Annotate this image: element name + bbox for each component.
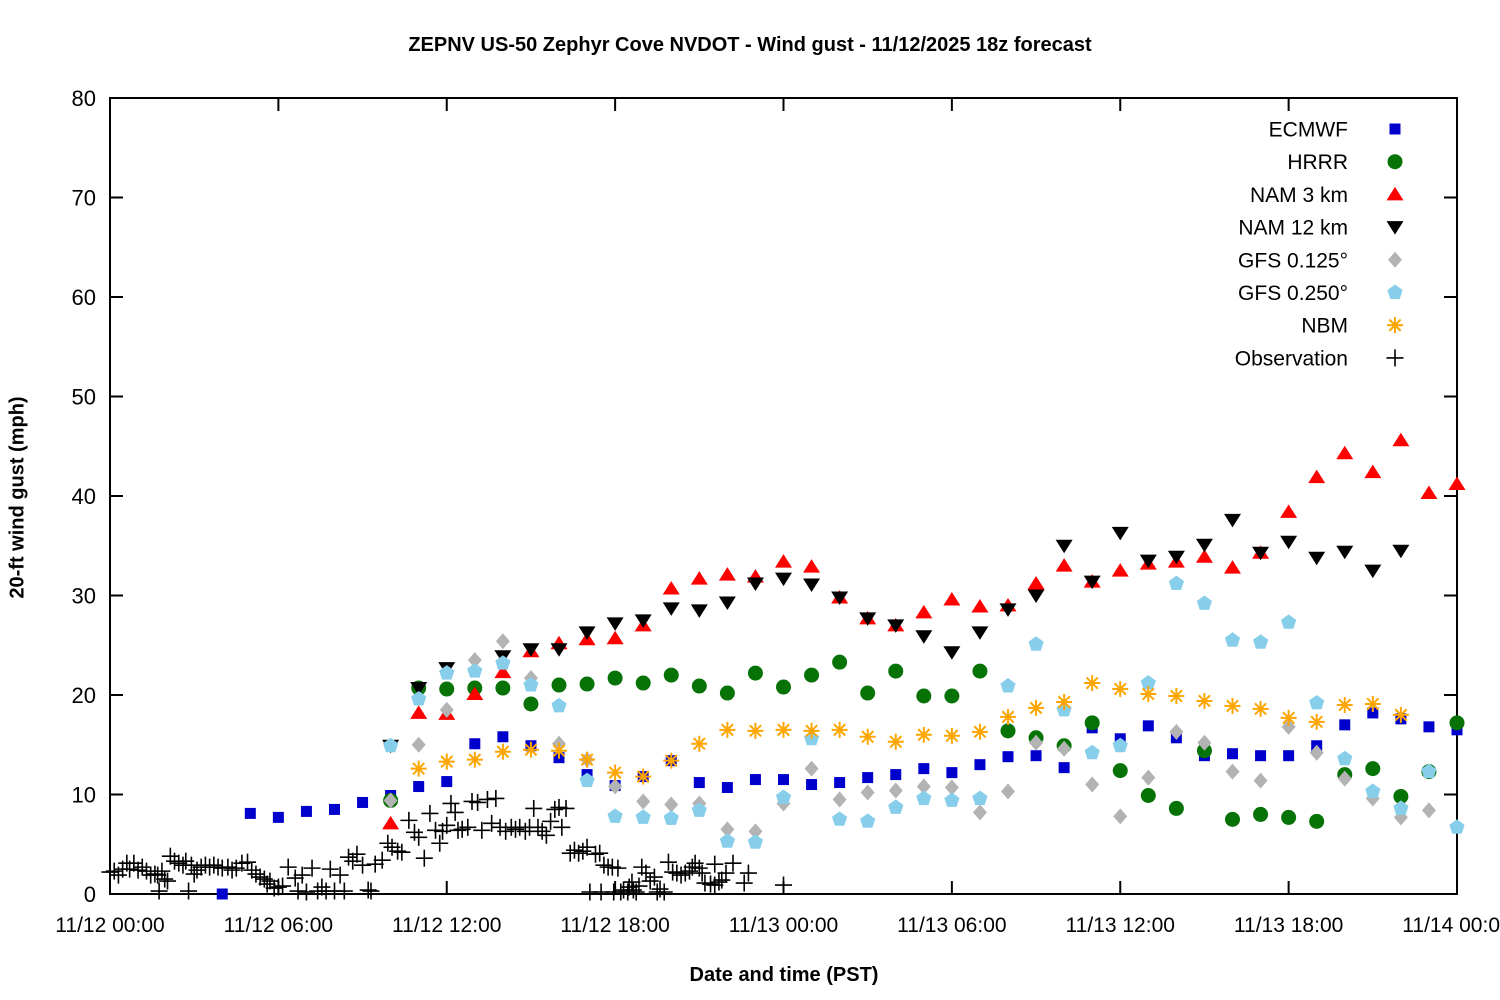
x-tick-label: 11/12 06:00: [224, 914, 333, 937]
y-tick-label: 10: [72, 783, 96, 808]
x-tick-label: 11/13 06:00: [897, 914, 1006, 937]
legend-marker-hrrr-icon: [1387, 154, 1403, 170]
x-tick-label: 11/13 18:00: [1234, 914, 1343, 937]
y-axis-label: 20-ft wind gust (mph): [6, 396, 29, 599]
y-tick-label: 60: [72, 285, 96, 310]
legend-item-ecmwf: ECMWF: [1269, 119, 1401, 142]
legend-label-nbm: NBM: [1301, 315, 1348, 338]
legend-marker-ecmwf-icon: [1389, 123, 1401, 135]
x-tick-label: 11/12 18:00: [560, 914, 669, 937]
x-tick-label: 11/12 00:00: [55, 914, 164, 937]
legend-item-nam3: NAM 3 km: [1250, 184, 1404, 207]
legend-item-gfs250: GFS 0.250°: [1238, 282, 1403, 305]
series-gfs125: [383, 633, 1436, 840]
x-tick-label: 11/13 00:00: [729, 914, 838, 937]
y-tick-label: 30: [72, 584, 96, 609]
legend-label-nam3: NAM 3 km: [1250, 184, 1348, 207]
legend-marker-nam12-icon: [1386, 221, 1404, 235]
legend: ECMWF HRRR NAM 3 km NAM 12 km GFS 0.125° GFS …: [1235, 119, 1404, 370]
series-hrrr: [383, 654, 1465, 829]
legend-marker-nam3-icon: [1386, 186, 1404, 201]
x-axis-label: Date and time (PST): [689, 964, 879, 986]
legend-item-obs: Observation: [1235, 347, 1404, 370]
legend-marker-nbm-icon: [1387, 317, 1403, 334]
legend-label-obs: Observation: [1235, 347, 1348, 370]
legend-marker-gfs250-icon: [1387, 284, 1403, 299]
legend-label-ecmwf: ECMWF: [1269, 119, 1348, 142]
y-tick-label: 0: [84, 882, 96, 907]
legend-label-hrrr: HRRR: [1287, 151, 1348, 174]
legend-label-nam12: NAM 12 km: [1238, 217, 1348, 240]
x-tick-label: 11/12 12:00: [392, 914, 501, 937]
y-tick-label: 20: [72, 683, 96, 708]
series-obs: [101, 789, 792, 901]
y-tick-label: 40: [72, 484, 96, 509]
legend-marker-obs-icon: [1386, 349, 1404, 367]
legend-item-nbm: NBM: [1301, 315, 1403, 338]
legend-label-gfs125: GFS 0.125°: [1238, 249, 1348, 272]
y-tick-label: 70: [72, 186, 96, 211]
y-tick-label: 80: [72, 86, 96, 111]
legend-item-hrrr: HRRR: [1287, 151, 1403, 174]
x-tick-label: 11/14 00:00: [1402, 914, 1500, 937]
series-nbm: [410, 675, 1409, 785]
legend-marker-gfs125-icon: [1388, 251, 1402, 268]
legend-item-gfs125: GFS 0.125°: [1238, 249, 1402, 272]
x-axis-ticks: 11/12 00:00 11/12 06:00 11/12 12:00 11/12 1…: [55, 98, 1500, 937]
chart-title: ZEPNV US-50 Zephyr Cove NVDOT - Wind gus…: [408, 34, 1092, 56]
y-axis-ticks: 0 10 20 30 40 50 60 70 80: [72, 86, 1457, 907]
legend-label-gfs250: GFS 0.250°: [1238, 282, 1348, 305]
legend-item-nam12: NAM 12 km: [1238, 217, 1404, 240]
series-gfs250: [383, 575, 1465, 849]
y-tick-label: 50: [72, 385, 96, 410]
x-tick-label: 11/13 12:00: [1066, 914, 1175, 937]
series-nam12: [382, 513, 1410, 754]
